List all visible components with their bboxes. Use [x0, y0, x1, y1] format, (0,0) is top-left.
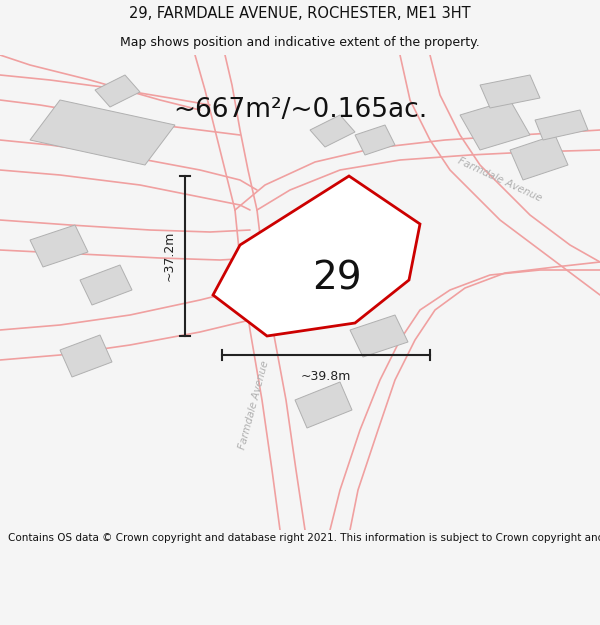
- Text: 29, FARMDALE AVENUE, ROCHESTER, ME1 3HT: 29, FARMDALE AVENUE, ROCHESTER, ME1 3HT: [129, 6, 471, 21]
- Text: Farmdale Avenue: Farmdale Avenue: [457, 156, 544, 204]
- Polygon shape: [350, 315, 408, 357]
- Polygon shape: [30, 100, 175, 165]
- Polygon shape: [535, 110, 588, 140]
- Polygon shape: [480, 75, 540, 108]
- Polygon shape: [510, 135, 568, 180]
- Text: ~667m²/~0.165ac.: ~667m²/~0.165ac.: [173, 97, 427, 123]
- Text: Contains OS data © Crown copyright and database right 2021. This information is : Contains OS data © Crown copyright and d…: [8, 533, 600, 543]
- Polygon shape: [95, 75, 140, 107]
- Text: ~39.8m: ~39.8m: [301, 370, 351, 383]
- Text: 29: 29: [312, 259, 362, 298]
- Text: Farmdale Avenue: Farmdale Avenue: [238, 359, 271, 451]
- Polygon shape: [30, 225, 88, 267]
- Polygon shape: [355, 125, 395, 155]
- Polygon shape: [213, 176, 420, 336]
- Polygon shape: [460, 100, 530, 150]
- Polygon shape: [80, 265, 132, 305]
- Text: Map shows position and indicative extent of the property.: Map shows position and indicative extent…: [120, 36, 480, 49]
- Polygon shape: [295, 382, 352, 428]
- Polygon shape: [310, 115, 355, 147]
- Text: ~37.2m: ~37.2m: [163, 231, 176, 281]
- Polygon shape: [60, 335, 112, 377]
